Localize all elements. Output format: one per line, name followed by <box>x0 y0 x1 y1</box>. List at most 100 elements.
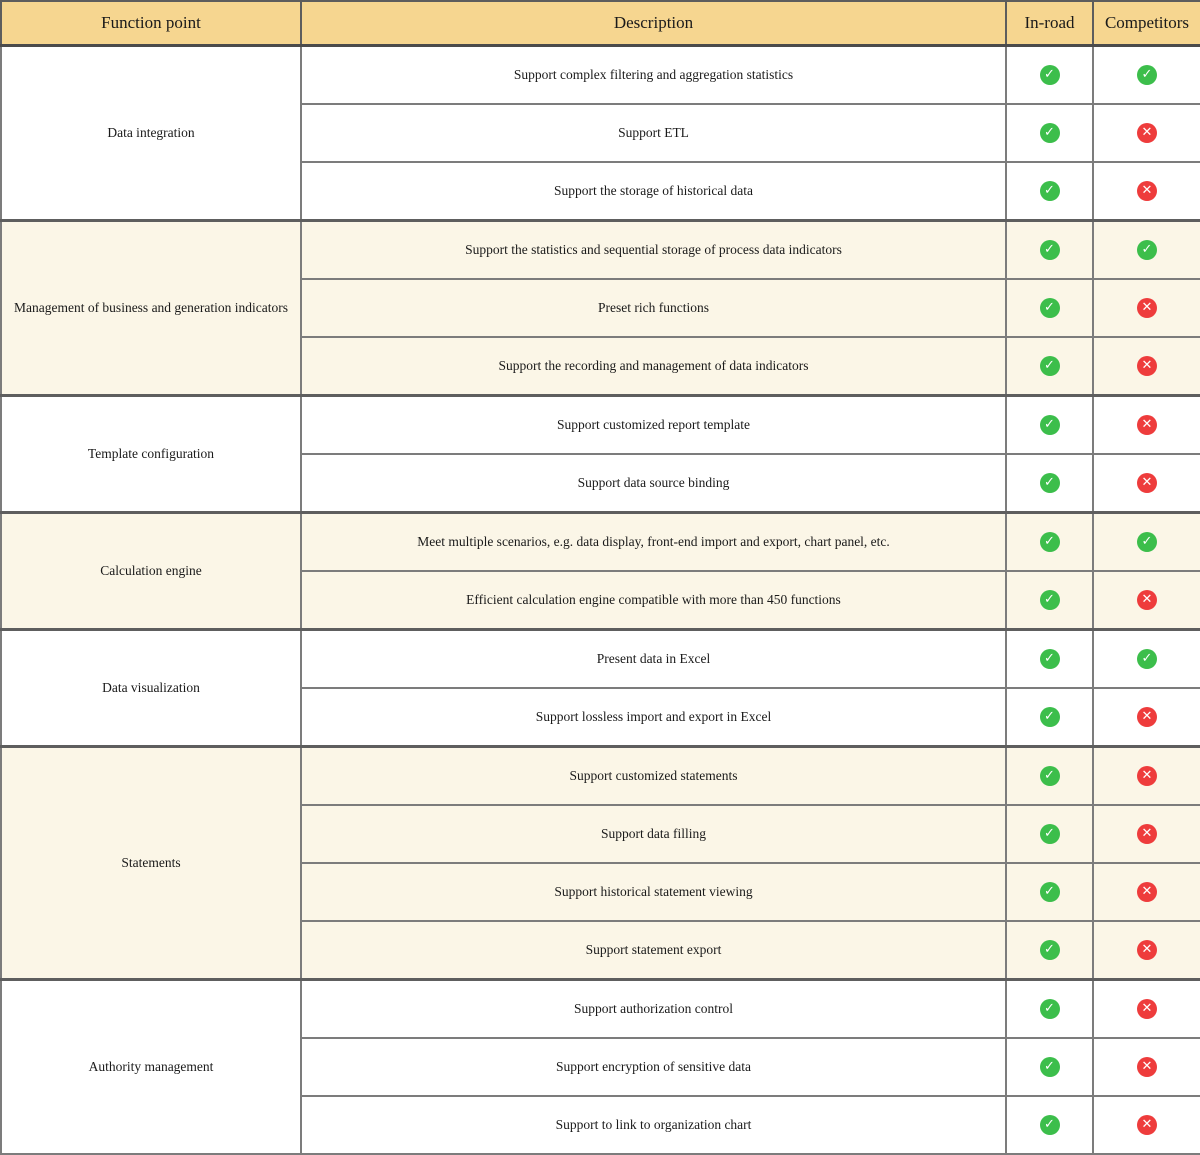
description-cell: Support encryption of sensitive data <box>300 1037 1007 1097</box>
check-icon: ✓ <box>1039 590 1060 610</box>
check-icon: ✓ <box>1039 240 1060 260</box>
cross-icon: ✕ <box>1137 824 1157 844</box>
competitors-cell: ✕ <box>1092 278 1200 338</box>
description-cell: Support the statistics and sequential st… <box>300 219 1007 280</box>
competitors-cell: ✕ <box>1092 804 1200 864</box>
check-icon: ✓ <box>1039 181 1060 201</box>
inroad-cell: ✓ <box>1005 336 1094 397</box>
inroad-cell: ✓ <box>1005 44 1094 105</box>
check-icon: ✓ <box>1039 882 1060 902</box>
inroad-cell: ✓ <box>1005 920 1094 981</box>
group-template-configuration: Template configuration Support customize… <box>0 394 1200 514</box>
table-row: Efficient calculation engine compatible … <box>1 570 1200 631</box>
cross-icon: ✕ <box>1137 940 1157 960</box>
function-point-cell: Template configuration <box>0 394 302 514</box>
description-cell: Support data filling <box>300 804 1007 864</box>
table-row: Calculation engine Meet multiple scenari… <box>0 511 1200 631</box>
table-row: Data visualization Present data in Excel… <box>0 628 1200 748</box>
inroad-cell: ✓ <box>1005 1037 1094 1097</box>
description-cell: Support data source binding <box>300 453 1007 514</box>
inroad-cell: ✓ <box>1005 745 1094 806</box>
group-statements: Statements Support customized statements… <box>0 745 1200 981</box>
table-row: Support lossless import and export in Ex… <box>1 687 1200 748</box>
header-function-point: Function point <box>0 0 302 47</box>
check-icon: ✓ <box>1137 532 1157 552</box>
competitors-cell: ✕ <box>1092 687 1200 748</box>
description-cell: Support customized report template <box>300 394 1007 455</box>
inroad-cell: ✓ <box>1005 628 1094 689</box>
cross-icon: ✕ <box>1137 473 1157 493</box>
table-row: Support encryption of sensitive data ✓ ✕ <box>1 1037 1200 1097</box>
description-cell: Support the recording and management of … <box>300 336 1007 397</box>
check-icon: ✓ <box>1039 1057 1060 1077</box>
description-cell: Meet multiple scenarios, e.g. data displ… <box>300 511 1007 572</box>
table-row: Support data source binding ✓ ✕ <box>1 453 1200 514</box>
competitors-cell: ✕ <box>1092 745 1200 806</box>
description-cell: Support historical statement viewing <box>300 862 1007 922</box>
inroad-cell: ✓ <box>1005 570 1094 631</box>
table-row: Support historical statement viewing ✓ ✕ <box>1 862 1200 922</box>
inroad-cell: ✓ <box>1005 978 1094 1039</box>
cross-icon: ✕ <box>1137 707 1157 727</box>
header-description: Description <box>300 0 1007 47</box>
check-icon: ✓ <box>1039 298 1060 318</box>
inroad-cell: ✓ <box>1005 862 1094 922</box>
group-data-integration: Data integration Support complex filteri… <box>0 44 1200 222</box>
competitors-cell: ✕ <box>1092 453 1200 514</box>
competitors-cell: ✕ <box>1092 920 1200 981</box>
check-icon: ✓ <box>1039 707 1060 727</box>
description-cell: Support to link to organization chart <box>300 1095 1007 1155</box>
check-icon: ✓ <box>1039 649 1060 669</box>
description-cell: Efficient calculation engine compatible … <box>300 570 1007 631</box>
table-row: Support data filling ✓ ✕ <box>1 804 1200 864</box>
inroad-cell: ✓ <box>1005 1095 1094 1155</box>
table-row: Support statement export ✓ ✕ <box>1 920 1200 981</box>
cross-icon: ✕ <box>1137 356 1157 376</box>
function-point-cell: Calculation engine <box>0 511 302 631</box>
check-icon: ✓ <box>1039 824 1060 844</box>
table-row: Data integration Support complex filteri… <box>0 44 1200 222</box>
inroad-cell: ✓ <box>1005 103 1094 163</box>
check-icon: ✓ <box>1137 65 1157 85</box>
inroad-cell: ✓ <box>1005 161 1094 222</box>
function-point-cell: Data visualization <box>0 628 302 748</box>
check-icon: ✓ <box>1039 415 1060 435</box>
inroad-cell: ✓ <box>1005 453 1094 514</box>
function-point-cell: Data integration <box>0 44 302 222</box>
function-point-cell: Authority management <box>0 978 302 1155</box>
description-cell: Support the storage of historical data <box>300 161 1007 222</box>
cross-icon: ✕ <box>1137 415 1157 435</box>
inroad-cell: ✓ <box>1005 804 1094 864</box>
competitors-cell: ✓ <box>1092 219 1200 280</box>
description-cell: Support ETL <box>300 103 1007 163</box>
competitors-cell: ✓ <box>1092 44 1200 105</box>
cross-icon: ✕ <box>1137 766 1157 786</box>
header-row: Function point Description In-road Compe… <box>0 0 1200 47</box>
table-row: Authority management Support authorizati… <box>0 978 1200 1155</box>
check-icon: ✓ <box>1039 473 1060 493</box>
description-cell: Support authorization control <box>300 978 1007 1039</box>
check-icon: ✓ <box>1137 649 1157 669</box>
table-row: Support the storage of historical data ✓… <box>1 161 1200 222</box>
check-icon: ✓ <box>1039 356 1060 376</box>
group-authority-management: Authority management Support authorizati… <box>0 978 1200 1155</box>
check-icon: ✓ <box>1039 65 1060 85</box>
inroad-cell: ✓ <box>1005 394 1094 455</box>
cross-icon: ✕ <box>1137 882 1157 902</box>
cross-icon: ✕ <box>1137 1115 1157 1135</box>
competitors-cell: ✕ <box>1092 978 1200 1039</box>
cross-icon: ✕ <box>1137 590 1157 610</box>
inroad-cell: ✓ <box>1005 278 1094 338</box>
description-cell: Present data in Excel <box>300 628 1007 689</box>
competitors-cell: ✕ <box>1092 103 1200 163</box>
inroad-cell: ✓ <box>1005 687 1094 748</box>
header-competitors: Competitors <box>1092 0 1200 47</box>
function-point-cell: Statements <box>0 745 302 981</box>
cross-icon: ✕ <box>1137 123 1157 143</box>
check-icon: ✓ <box>1039 940 1060 960</box>
check-icon: ✓ <box>1039 123 1060 143</box>
description-cell: Support customized statements <box>300 745 1007 806</box>
check-icon: ✓ <box>1137 240 1157 260</box>
group-management-indicators: Management of business and generation in… <box>0 219 1200 397</box>
